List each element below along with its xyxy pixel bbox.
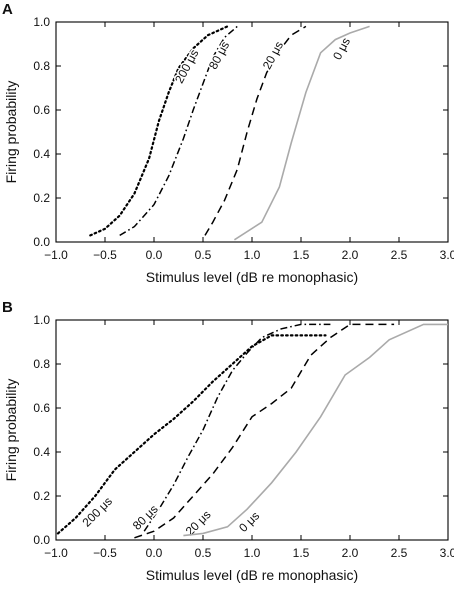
series-label: 20 μs — [260, 39, 286, 72]
series-label: 80 μs — [130, 502, 161, 533]
series-line — [134, 323, 395, 539]
x-tick-label: 3.0 — [440, 248, 454, 262]
x-tick-label: 1.0 — [244, 248, 261, 262]
series-line — [89, 25, 229, 237]
x-tick-label: −0.5 — [93, 546, 117, 560]
y-tick-label: 0.0 — [33, 235, 50, 249]
x-tick-label: 3.0 — [440, 546, 454, 560]
y-tick-label: 0.4 — [33, 445, 50, 459]
y-tick-label: 0.8 — [33, 357, 50, 371]
x-axis-title: Stimulus level (dB re monophasic) — [146, 269, 358, 285]
series-line — [143, 323, 331, 532]
series-label: 200 μs — [79, 494, 115, 530]
x-tick-label: 1.5 — [293, 248, 310, 262]
series-label: 0 μs — [330, 35, 353, 62]
series-line — [233, 25, 370, 241]
series-label: 200 μs — [172, 47, 201, 86]
y-tick-label: 0.2 — [33, 191, 50, 205]
y-tick-label: 0.8 — [33, 59, 50, 73]
plot-frame — [55, 21, 449, 243]
series-label: 0 μs — [236, 509, 262, 535]
y-tick-label: 1.0 — [33, 313, 50, 327]
x-tick-label: 1.5 — [293, 546, 310, 560]
panel-letter: A — [2, 1, 13, 18]
x-tick-label: −1.0 — [44, 248, 68, 262]
x-tick-label: 2.0 — [342, 546, 359, 560]
chart-panel-b: B −1.0 −0.5 0.0 0.5 1.0 1.5 2.0 2.5 3.0 0.0 0.2 0.4 0… — [2, 299, 454, 583]
x-tick-label: 0.5 — [195, 248, 212, 262]
y-tick-label: 0.6 — [33, 401, 50, 415]
y-tick-label: 0.4 — [33, 147, 50, 161]
x-axis-title: Stimulus level (dB re monophasic) — [146, 567, 358, 583]
x-tick-label: 0.0 — [146, 546, 163, 560]
chart-panel-a: A −1.0 −0.5 0.0 0.5 1.0 1.5 2.0 2.5 3.0 0.0 0.2 0.4 0… — [2, 1, 454, 285]
x-tick-label: 2.5 — [391, 546, 408, 560]
series-label: 80 μs — [206, 39, 232, 72]
series-line — [56, 334, 327, 535]
x-tick-label: −0.5 — [93, 248, 117, 262]
y-tick-label: 1.0 — [33, 15, 50, 29]
x-tick-label: 0.5 — [195, 546, 212, 560]
x-tick-label: 0.0 — [146, 248, 163, 262]
x-tick-label: 1.0 — [244, 546, 261, 560]
y-tick-label: 0.6 — [33, 103, 50, 117]
y-tick-label: 0.0 — [33, 533, 50, 547]
y-axis-title: Firing probability — [3, 81, 19, 184]
x-tick-label: −1.0 — [44, 546, 68, 560]
x-tick-label: 2.5 — [391, 248, 408, 262]
series-line — [119, 25, 238, 237]
series-line — [204, 25, 307, 236]
series-line — [183, 323, 448, 537]
panel-letter: B — [2, 299, 13, 316]
plot-frame — [55, 319, 449, 541]
x-tick-label: 2.0 — [342, 248, 359, 262]
y-axis-title: Firing probability — [3, 379, 19, 482]
y-tick-label: 0.2 — [33, 489, 50, 503]
